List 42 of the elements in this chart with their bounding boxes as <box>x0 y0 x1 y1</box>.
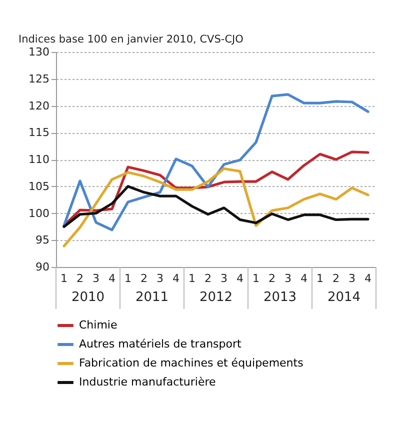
line-series <box>62 93 370 232</box>
x-tick-label: 2 <box>204 272 212 285</box>
x-tick-label: 3 <box>220 272 228 285</box>
text: 2012 <box>199 290 233 305</box>
y-tick-label: 100 <box>28 206 50 220</box>
legend-label: Fabrication de machines et équipements <box>79 356 304 370</box>
x-tick-label: 1 <box>316 272 324 285</box>
y-tick-label: 95 <box>36 234 50 247</box>
x-tick-label: 1 <box>252 272 260 285</box>
x-tick-label: 2 <box>140 272 148 285</box>
y-tick-label: 120 <box>28 99 50 112</box>
legend-label: Chimie <box>79 318 118 332</box>
legend-label: Industrie manufacturière <box>79 376 216 388</box>
x-tick-label: 4 <box>300 272 308 285</box>
x-tick-label: 3 <box>348 272 356 285</box>
y-tick-label: 125 <box>28 72 50 86</box>
legend-label: Autres matériels de transport <box>79 338 242 350</box>
y-axis-title: Indices base 100 en janvier 2010, CVS-CJO <box>18 34 244 46</box>
y-tick-label: 115 <box>28 126 50 140</box>
text: 2014 <box>327 290 361 305</box>
y-tick-label: 105 <box>28 180 50 193</box>
x-tick-label: 1 <box>124 272 132 285</box>
x-tick-label: 1 <box>60 272 68 285</box>
x-tick-label: 4 <box>236 272 244 285</box>
x-tick-label: 2 <box>332 272 340 285</box>
x-tick-label: 3 <box>284 272 292 285</box>
x-tick-label: 3 <box>92 272 100 285</box>
x-tick-label: 3 <box>156 272 164 285</box>
x-tick-label: 4 <box>172 272 180 285</box>
line-series <box>62 167 370 248</box>
y-tick-label: 110 <box>28 153 50 166</box>
x-tick-label: 2 <box>76 272 84 285</box>
text: 2011 <box>135 290 169 305</box>
x-tick-label: 1 <box>188 272 196 285</box>
line-series <box>62 185 370 228</box>
x-tick-label: 4 <box>108 272 116 285</box>
x-tick-label: 2 <box>268 272 276 285</box>
text: 2013 <box>263 290 297 305</box>
y-tick-label: 90 <box>36 260 50 274</box>
y-tick-label: 130 <box>28 46 50 58</box>
x-tick-label: 4 <box>364 272 372 285</box>
text: 2010 <box>71 290 105 305</box>
